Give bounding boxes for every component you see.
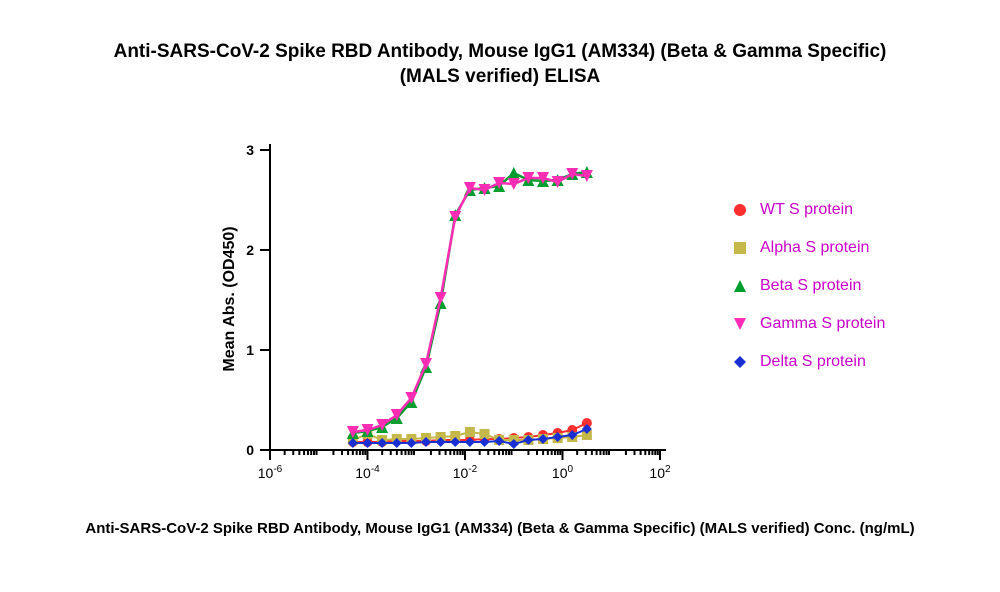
svg-text:102: 102 bbox=[649, 464, 671, 481]
square-icon bbox=[730, 238, 750, 258]
legend-label: Delta S protein bbox=[760, 353, 866, 371]
svg-text:10-6: 10-6 bbox=[258, 464, 283, 481]
chart-title: Anti-SARS-CoV-2 Spike RBD Antibody, Mous… bbox=[0, 40, 1000, 89]
legend-item: Gamma S protein bbox=[730, 314, 885, 334]
elisa-chart: 10-6 10-4 10-2 100 102 0 1 2 3 bbox=[220, 100, 710, 500]
legend-label: Beta S protein bbox=[760, 277, 861, 295]
title-line-2: (MALS verified) ELISA bbox=[400, 66, 601, 87]
title-line-1: Anti-SARS-CoV-2 Spike RBD Antibody, Mous… bbox=[114, 41, 887, 62]
svg-text:3: 3 bbox=[246, 142, 254, 158]
series-gamma-s-protein bbox=[347, 168, 593, 438]
legend-label: Gamma S protein bbox=[760, 315, 885, 333]
svg-text:10-4: 10-4 bbox=[355, 464, 380, 481]
svg-text:2: 2 bbox=[246, 242, 254, 258]
legend-label: WT S protein bbox=[760, 201, 853, 219]
diamond-icon bbox=[730, 352, 750, 372]
circle-icon bbox=[730, 200, 750, 220]
triangle-down-icon bbox=[730, 314, 750, 334]
legend-item: Delta S protein bbox=[730, 352, 885, 372]
triangle-up-icon bbox=[730, 276, 750, 296]
svg-text:100: 100 bbox=[552, 464, 574, 481]
x-axis-label: Anti-SARS-CoV-2 Spike RBD Antibody, Mous… bbox=[0, 520, 1000, 537]
legend-item: WT S protein bbox=[730, 200, 885, 220]
series-beta-s-protein bbox=[347, 166, 593, 439]
svg-text:10-2: 10-2 bbox=[453, 464, 478, 481]
legend-label: Alpha S protein bbox=[760, 239, 869, 257]
legend-item: Alpha S protein bbox=[730, 238, 885, 258]
svg-text:1: 1 bbox=[246, 342, 254, 358]
legend: WT S protein Alpha S protein Beta S protei… bbox=[730, 200, 885, 390]
legend-item: Beta S protein bbox=[730, 276, 885, 296]
svg-text:0: 0 bbox=[246, 442, 254, 458]
